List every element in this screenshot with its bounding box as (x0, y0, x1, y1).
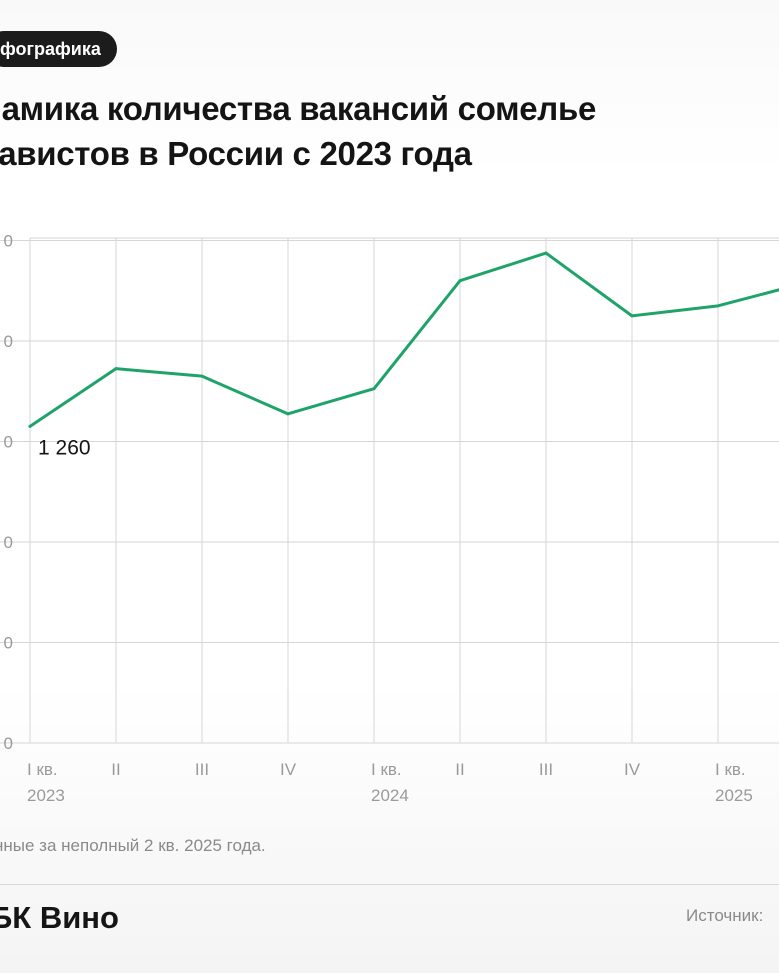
x-tick-label: 2023 (27, 786, 65, 805)
y-tick-label: 0 (4, 332, 13, 351)
y-tick-label: 0 (4, 734, 13, 753)
footnote: нные за неполный 2 кв. 2025 года. (0, 836, 266, 855)
x-tick-label: III (539, 760, 553, 779)
x-tick-label: IV (624, 760, 641, 779)
data-point (286, 412, 290, 416)
x-tick-label: 2025 (715, 786, 753, 805)
source-label: Источник: (686, 906, 764, 925)
data-point (372, 387, 376, 391)
data-point (716, 304, 720, 308)
x-tick-label: 2024 (371, 786, 409, 805)
data-point (114, 367, 118, 371)
data-point (544, 251, 548, 255)
data-point (630, 314, 634, 318)
title-line-1: намика количества вакансий сомелье (0, 90, 596, 127)
x-tick-label: I кв. (715, 760, 746, 779)
y-tick-label: 0 (4, 232, 13, 251)
data-label: 1 260 (38, 436, 91, 459)
x-tick-label: II (111, 760, 120, 779)
x-tick-label: II (455, 760, 464, 779)
y-tick-label: 0 (4, 634, 13, 653)
data-point (458, 279, 462, 283)
data-point (200, 374, 204, 378)
y-tick-label: 0 (4, 533, 13, 552)
title-line-2: кавистов в России с 2023 года (0, 135, 472, 172)
data-point (28, 424, 32, 428)
page-title: намика количества вакансий сомелье кавис… (0, 86, 779, 176)
category-badge: фографика (0, 31, 117, 67)
series-line (28, 251, 779, 428)
x-tick-label: I кв. (27, 760, 58, 779)
y-tick-label: 0 (4, 433, 13, 452)
footer-divider (0, 884, 779, 885)
x-tick-label: IV (280, 760, 297, 779)
x-tick-label: I кв. (371, 760, 402, 779)
brand-logo-text: БК Вино (0, 900, 119, 935)
x-tick-label: III (195, 760, 209, 779)
